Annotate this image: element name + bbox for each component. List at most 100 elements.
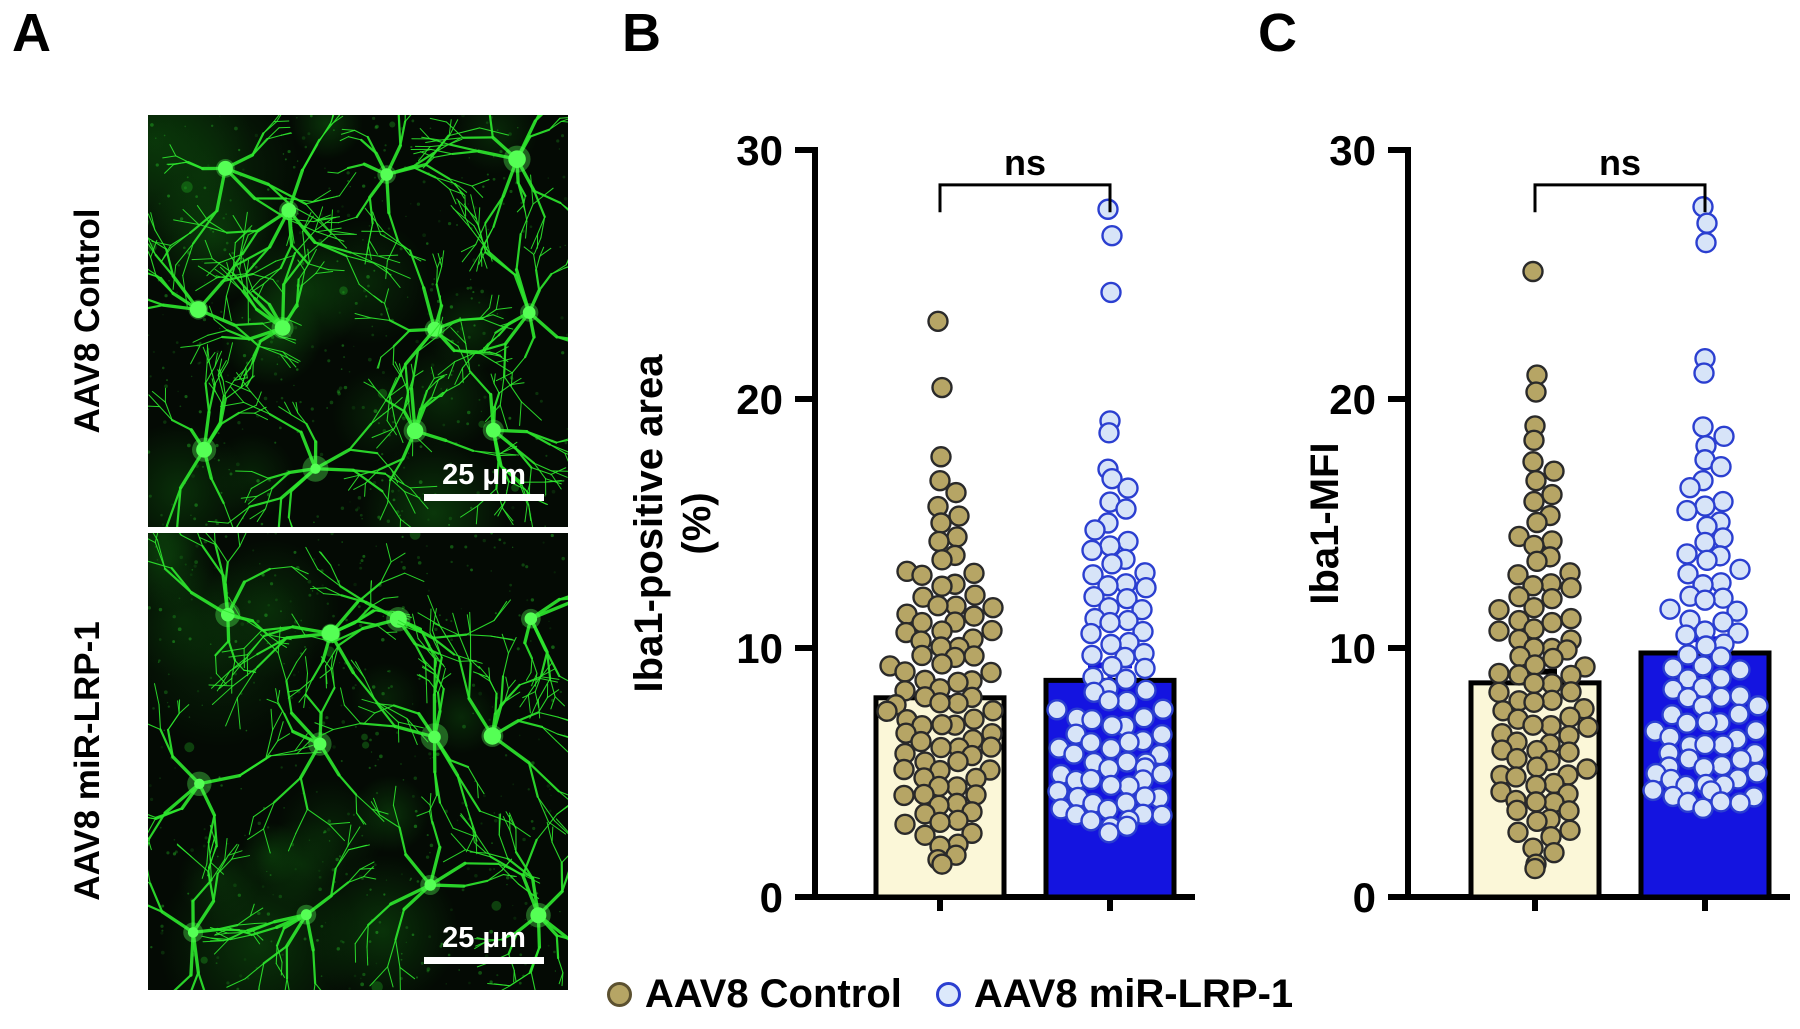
scatter-dot — [1135, 577, 1157, 599]
scatter-dot — [1558, 800, 1580, 822]
scatter-dot — [931, 376, 953, 399]
micrograph-side-label-control: AAV8 Control — [68, 208, 107, 434]
scatter-dot — [1695, 635, 1717, 657]
scatter-dot — [963, 645, 985, 667]
scatter-dot — [1712, 527, 1734, 549]
scatter-dot — [1642, 779, 1664, 802]
scatter-dot — [931, 549, 953, 571]
y-tick-label: 20 — [1329, 376, 1376, 423]
scatter-dot — [1526, 810, 1548, 832]
legend-item-mir-lrp-1: AAV8 miR-LRP-1 — [935, 974, 1293, 1014]
scatter-dot — [1694, 495, 1716, 517]
scatter-dot — [1098, 422, 1120, 444]
microglia-cell — [151, 115, 357, 307]
scatter-dot — [1063, 743, 1085, 765]
microglia-cell — [148, 342, 268, 527]
scatter-dot — [1116, 690, 1138, 712]
scatter-dot — [1523, 596, 1545, 619]
scatter-dot — [914, 824, 936, 846]
scatter-dot — [1080, 622, 1102, 645]
scatter-dot — [1710, 686, 1732, 708]
scatter-dot — [1508, 586, 1530, 608]
scatter-dot — [1576, 758, 1598, 780]
scatter-dot — [1729, 685, 1751, 707]
microglia-cell — [247, 626, 389, 854]
scatter-dot — [893, 784, 915, 807]
scatter-dot — [1695, 231, 1717, 254]
panel-a-label: A — [12, 3, 51, 63]
scatter-dot — [1728, 703, 1750, 725]
scatter-dot — [948, 505, 970, 527]
microglia-cell — [343, 295, 519, 521]
scatter-dot — [1098, 690, 1120, 712]
scatter-dot — [1151, 804, 1173, 827]
scatter-dot — [1543, 841, 1565, 864]
scatter-dot — [1522, 260, 1544, 283]
scatter-dot — [1694, 733, 1716, 756]
scatter-dot — [982, 596, 1004, 619]
microglia-cell — [207, 372, 438, 527]
scatter-dot — [1540, 715, 1562, 737]
microglia-cell — [442, 804, 568, 990]
micrograph-side-label-mir-lrp-1: AAV8 miR-LRP-1 — [68, 621, 107, 901]
scatter-dot — [1710, 667, 1732, 690]
scatter-dot — [1097, 575, 1119, 597]
scatter-dot — [982, 700, 1004, 722]
scatter-dot — [1710, 791, 1732, 813]
scatter-dot — [927, 594, 949, 617]
microglia-cell — [173, 115, 411, 324]
scatter-dot — [1693, 362, 1715, 384]
scatter-dot — [1115, 668, 1137, 691]
scatter-dot — [1100, 737, 1122, 760]
scatter-dot — [927, 310, 949, 333]
scatter-dot — [1115, 498, 1137, 520]
scatter-dot — [1151, 763, 1173, 785]
y-tick-label: 30 — [1329, 127, 1376, 174]
scatter-dot — [1523, 490, 1545, 513]
microglia-cell — [437, 174, 568, 431]
scatter-dot — [1135, 679, 1157, 702]
scatter-dot — [1676, 499, 1698, 522]
scatter-dot — [1526, 550, 1548, 573]
scatter-dot — [1730, 748, 1752, 771]
chart-iba1-positive-area: 0 10 20 30 Iba1-positive area (%) ns — [630, 127, 1195, 921]
scatter-dot — [1577, 716, 1599, 738]
scatter-dot — [1710, 646, 1732, 668]
scatter-dot — [1729, 659, 1751, 681]
scatter-dot — [876, 700, 898, 722]
scatter-dot — [1694, 531, 1716, 554]
scatter-dot — [1100, 633, 1122, 656]
scatter-dot — [1097, 198, 1119, 220]
scatter-dot — [1523, 672, 1545, 695]
scatter-dot — [1559, 706, 1581, 728]
scatter-dot — [980, 661, 1002, 684]
scatter-dot — [1047, 780, 1069, 803]
scatter-dot — [1101, 224, 1123, 247]
microglia-cell — [201, 824, 377, 990]
scale-bar-line — [424, 957, 544, 964]
scatter-dot — [930, 446, 952, 468]
micrograph-mir-lrp-1: 25 μm — [148, 533, 568, 990]
scatter-dot — [1118, 731, 1140, 753]
scatter-dot — [1506, 799, 1528, 822]
significance-bracket — [1533, 183, 1707, 213]
scatter-dot — [1081, 709, 1103, 731]
scatter-dot — [1099, 611, 1121, 634]
scatter-dot — [1692, 797, 1714, 820]
scatter-dot — [1696, 212, 1718, 234]
scatter-dot — [980, 736, 1002, 758]
scatter-dot — [1692, 655, 1714, 677]
scatter-dot — [1081, 644, 1103, 667]
microglia-cell — [180, 206, 357, 389]
scatter-dot — [1523, 429, 1545, 452]
scatter-dot — [1543, 460, 1565, 482]
micrograph-control-image — [148, 115, 568, 527]
scatter-dot — [1101, 714, 1123, 737]
scatter-dot — [981, 619, 1003, 642]
scatter-dot — [931, 853, 953, 875]
scatter-dot — [1134, 786, 1156, 808]
scatter-dot — [1662, 657, 1684, 679]
figure-legend: AAV8 Control AAV8 miR-LRP-1 — [450, 974, 1450, 1014]
scale-bar: 25 μm — [424, 461, 544, 501]
